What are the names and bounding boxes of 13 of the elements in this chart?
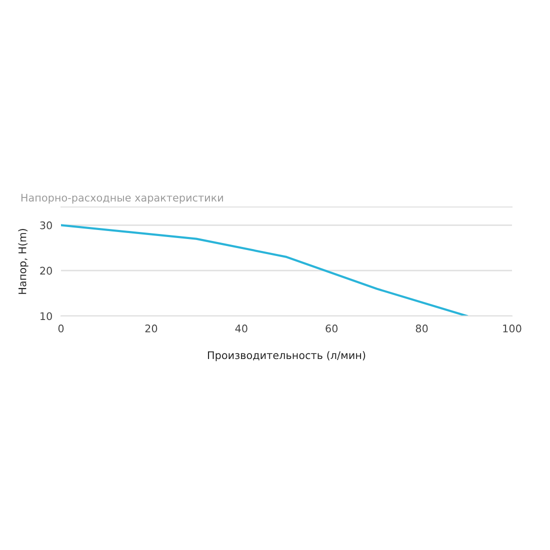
x-axis-title: Производительность (л/мин) [208,351,366,362]
x-tick-label: 40 [235,324,248,332]
x-tick-label: 0 [58,324,64,332]
chart-title: Напорно-расходные характеристики [21,194,223,204]
y-tick-label: 10 [40,312,52,320]
x-tick-label: 20 [145,324,158,332]
x-tick-label: 100 [503,324,522,332]
y-tick-label: 30 [40,221,52,230]
x-tick-label: 80 [416,324,428,332]
x-tick-label: 60 [326,324,338,332]
y-tick-label: 20 [40,266,52,275]
y-axis-title: Напор, H(m) [18,229,28,294]
line-series [61,224,468,316]
